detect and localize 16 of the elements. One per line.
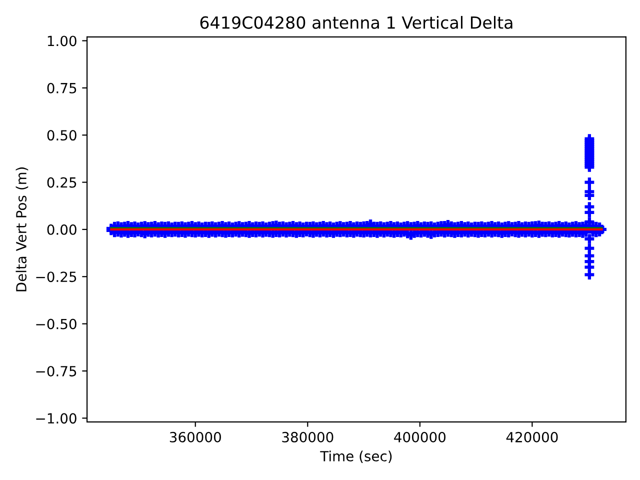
y-tick-label: −0.75	[36, 366, 76, 376]
x-tick-label: 400000	[394, 432, 446, 442]
y-tick-label: −0.50	[36, 318, 76, 330]
x-tick-label: 420000	[506, 432, 558, 442]
y-tick-label: −0.25	[36, 272, 76, 282]
y-tick-label: 0.00	[47, 224, 76, 235]
x-tick-label: 380000	[282, 432, 334, 442]
x-tick-label: 360000	[170, 432, 221, 442]
y-tick-label: 1.00	[48, 36, 76, 46]
y-tick-label: 0.25	[47, 177, 76, 188]
y-axis-title: Delta Vert Pos (m)	[16, 167, 28, 292]
chart-title: 6419C04280 antenna 1 Vertical Delta	[200, 16, 512, 29]
y-tick-label: −1.00	[36, 413, 76, 424]
y-tick-label: 0.75	[47, 82, 76, 94]
y-tick-label: 0.50	[47, 130, 76, 141]
x-axis-title: Time (sec)	[320, 450, 392, 464]
